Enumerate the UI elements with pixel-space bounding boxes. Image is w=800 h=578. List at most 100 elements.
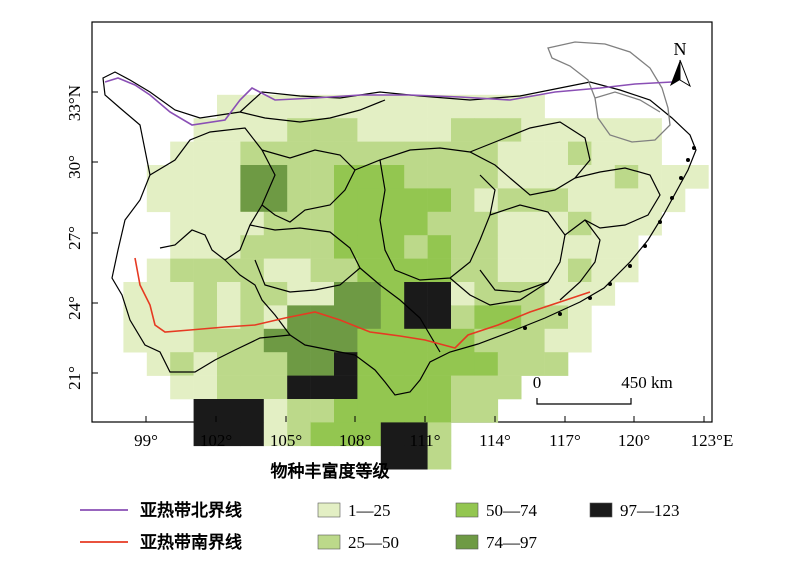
richness-cell [427,328,452,353]
richness-cell [217,422,241,447]
richness-cell [521,118,545,142]
lon-label-120: 120° [618,431,650,450]
richness-cell [591,258,616,283]
richness-cell [263,282,288,306]
richness-cell [638,188,662,213]
richness-cell [287,94,311,119]
richness-cell [404,328,428,353]
richness-cell [287,282,311,306]
richness-cell [404,352,428,376]
richness-cell [568,118,592,142]
lon-label-102: 102° [200,431,232,450]
richness-cell [404,235,428,259]
richness-cell [427,375,452,400]
richness-cell [614,141,639,166]
richness-cell [591,188,616,213]
richness-cell [497,258,522,283]
richness-cell [380,328,405,353]
richness-cell [357,305,382,330]
richness-cell [310,235,335,259]
richness-cell [170,305,194,330]
lon-label-117: 117° [549,431,581,450]
richness-cell [287,235,311,259]
richness-cell [451,235,475,259]
province-boundaries [102,71,697,396]
richness-cell [310,188,335,213]
richness-cell [614,165,639,189]
richness-cell [287,141,311,166]
richness-cell [380,141,405,166]
richness-cell [334,375,358,400]
richness-cell [380,94,405,119]
richness-cell [521,94,545,119]
richness-cell [404,188,428,213]
richness-cell [497,235,522,259]
richness-cell [310,399,335,423]
richness-cell [474,305,499,330]
richness-cell [521,165,545,189]
richness-cell [544,258,569,283]
richness-cell [427,211,452,236]
richness-cell [263,422,288,447]
richness-cell [170,375,194,400]
richness-cell [240,235,265,259]
richness-cell [404,211,428,236]
island-mark [658,220,662,224]
lon-label-99: 99° [134,431,158,450]
richness-cell [638,211,662,236]
richness-cell [380,352,405,376]
richness-cell [240,165,265,189]
richness-cell [474,118,499,142]
latitude-labels: 33°N 30° 27° 24° 21° [65,85,84,390]
richness-cell [240,258,265,283]
richness-cell [217,141,241,166]
richness-cell [146,188,171,213]
richness-cell [591,141,616,166]
richness-cell [357,141,382,166]
richness-cell [193,141,218,166]
richness-cell [240,282,265,306]
richness-cell [380,445,405,470]
richness-cell [170,211,194,236]
legend-label-74-97: 74—97 [486,533,538,552]
richness-cell [240,399,265,423]
richness-cell [240,141,265,166]
richness-cell [240,94,265,119]
hunan-boundary [379,159,496,281]
richness-cell [193,235,218,259]
latitude-ticks [92,91,98,374]
richness-cell [427,235,452,259]
richness-cell [638,165,662,189]
richness-cell [544,235,569,259]
richness-cell [404,375,428,400]
richness-cell [451,188,475,213]
richness-cell [263,328,288,353]
richness-cell [544,165,569,189]
richness-cell [193,422,218,447]
richness-cell [310,94,335,119]
richness-cell [240,352,265,376]
richness-cell [404,399,428,423]
north-arrow-label: N [674,39,687,59]
richness-cell [263,165,288,189]
lat-label-27: 27° [65,226,84,250]
richness-cell [427,305,452,330]
richness-cell [193,165,218,189]
island-mark [608,282,612,286]
richness-cell [357,188,382,213]
richness-cell [474,94,499,119]
richness-cell [287,165,311,189]
richness-cell [427,282,452,306]
richness-cell [638,118,662,142]
richness-cell [380,118,405,142]
richness-cell [217,211,241,236]
lon-label-108: 108° [339,431,371,450]
eastern-gray-boundaries [547,41,671,143]
richness-cell [380,399,405,423]
richness-cell [451,258,475,283]
legend-label-25-50: 25—50 [348,533,399,552]
richness-cell [334,235,358,259]
subtropical-south-boundary-line [134,257,591,349]
richness-cell [544,188,569,213]
richness-cell [357,165,382,189]
